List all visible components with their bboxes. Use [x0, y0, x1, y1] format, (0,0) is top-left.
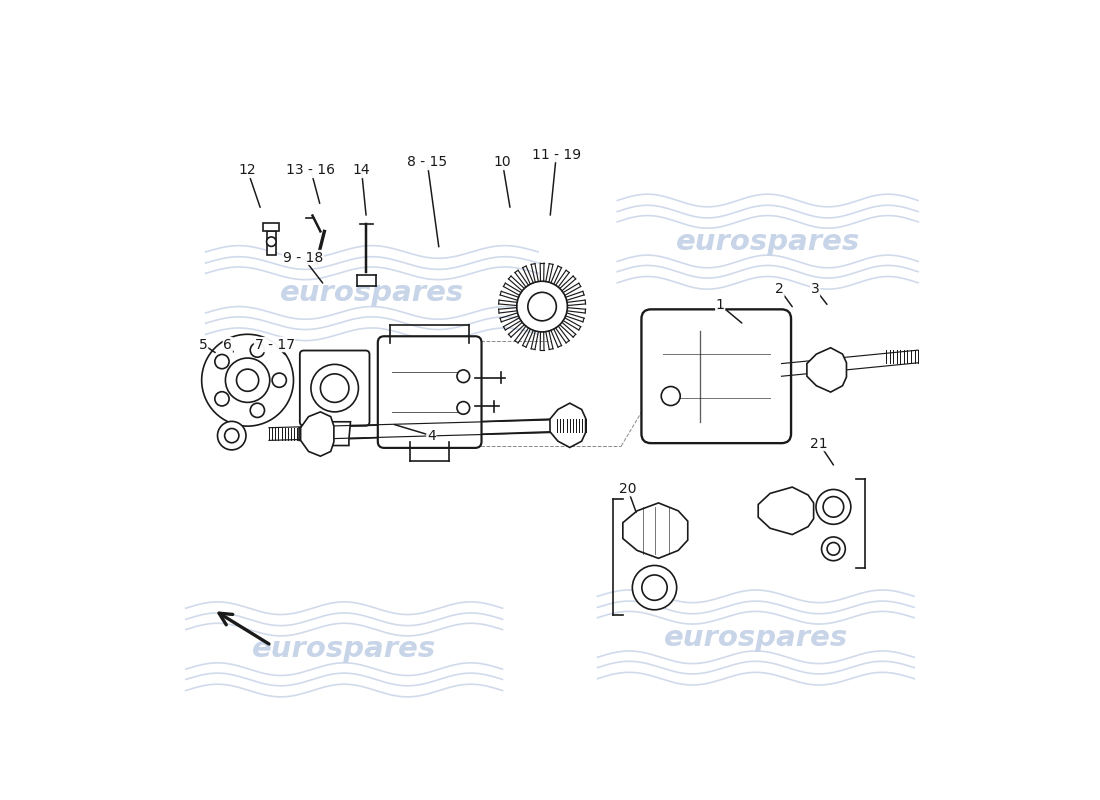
Polygon shape [807, 348, 847, 392]
Polygon shape [300, 412, 334, 456]
Polygon shape [758, 487, 814, 534]
Polygon shape [299, 419, 556, 440]
Circle shape [214, 392, 229, 406]
FancyBboxPatch shape [641, 310, 791, 443]
Text: 1: 1 [716, 298, 725, 312]
Text: 5: 5 [199, 338, 208, 351]
Circle shape [823, 497, 844, 517]
Circle shape [218, 422, 246, 450]
Text: 10: 10 [494, 155, 512, 170]
Circle shape [528, 292, 557, 321]
Polygon shape [623, 503, 688, 558]
Circle shape [250, 403, 264, 418]
Circle shape [320, 374, 349, 402]
Text: 20: 20 [619, 482, 636, 496]
Circle shape [236, 369, 258, 391]
Circle shape [641, 575, 668, 600]
Text: eurospares: eurospares [663, 623, 848, 651]
Polygon shape [266, 231, 276, 255]
Circle shape [226, 358, 270, 402]
Text: 9 - 18: 9 - 18 [283, 250, 323, 265]
Polygon shape [550, 403, 585, 447]
Text: 8 - 15: 8 - 15 [407, 155, 448, 170]
Circle shape [201, 334, 294, 426]
Text: 14: 14 [353, 163, 371, 178]
FancyBboxPatch shape [377, 336, 482, 448]
Text: 4: 4 [427, 429, 436, 442]
Text: 6: 6 [223, 338, 232, 351]
Circle shape [632, 566, 676, 610]
Circle shape [224, 429, 239, 442]
Circle shape [517, 282, 568, 332]
Circle shape [266, 237, 276, 246]
Circle shape [822, 537, 845, 561]
Text: eurospares: eurospares [279, 279, 464, 307]
Text: 21: 21 [811, 437, 828, 450]
Text: eurospares: eurospares [675, 228, 860, 256]
Circle shape [456, 370, 470, 382]
Circle shape [456, 402, 470, 414]
Polygon shape [319, 422, 351, 446]
Circle shape [827, 542, 839, 555]
Text: eurospares: eurospares [252, 635, 437, 663]
Circle shape [661, 386, 680, 406]
Text: 13 - 16: 13 - 16 [286, 163, 336, 178]
Text: 3: 3 [811, 282, 819, 296]
Text: 7 - 17: 7 - 17 [254, 338, 295, 351]
Circle shape [250, 343, 264, 358]
Polygon shape [263, 223, 279, 231]
Text: 11 - 19: 11 - 19 [531, 147, 581, 162]
Text: 12: 12 [239, 163, 256, 178]
Circle shape [816, 490, 850, 524]
FancyBboxPatch shape [300, 350, 370, 426]
Text: 2: 2 [776, 282, 784, 296]
Circle shape [272, 373, 286, 387]
Circle shape [311, 364, 359, 412]
Circle shape [214, 354, 229, 369]
